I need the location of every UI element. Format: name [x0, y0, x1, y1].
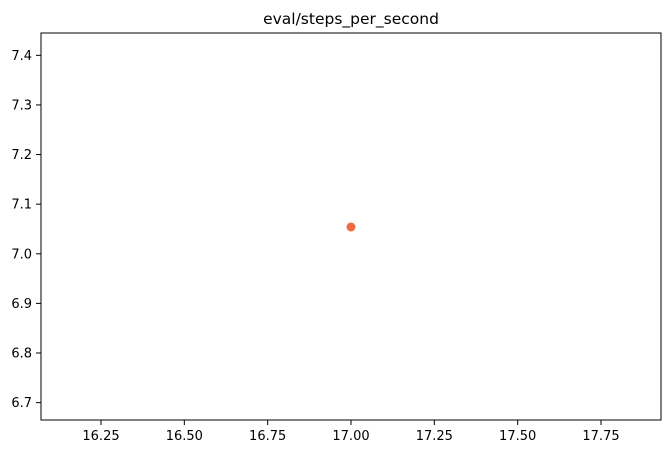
y-axis: 6.7 6.8 6.9 7.0 7.1 7.2 7.3 7.4 [11, 49, 41, 411]
data-point [346, 222, 356, 232]
x-tick-label: 16.50 [166, 429, 203, 444]
y-tick-label: 7.1 [11, 198, 32, 213]
x-tick-label: 17.25 [416, 429, 453, 444]
x-tick-label: 17.50 [499, 429, 536, 444]
x-tick-label: 17.75 [582, 429, 619, 444]
x-tick-label: 16.75 [249, 429, 286, 444]
y-tick-label: 7.4 [11, 49, 32, 64]
y-tick-label: 6.7 [11, 396, 32, 411]
y-tick-label: 7.3 [11, 98, 32, 113]
x-axis: 16.25 16.50 16.75 17.00 17.25 17.50 17.75 [82, 420, 620, 444]
y-tick-label: 6.8 [11, 347, 32, 362]
x-tick-label: 16.25 [82, 429, 119, 444]
y-tick-label: 6.9 [11, 297, 32, 312]
x-tick-label: 17.00 [332, 429, 369, 444]
y-tick-label: 7.0 [11, 247, 32, 262]
y-tick-label: 7.2 [11, 148, 32, 163]
chart-title: eval/steps_per_second [263, 10, 439, 29]
data-points [346, 222, 356, 232]
